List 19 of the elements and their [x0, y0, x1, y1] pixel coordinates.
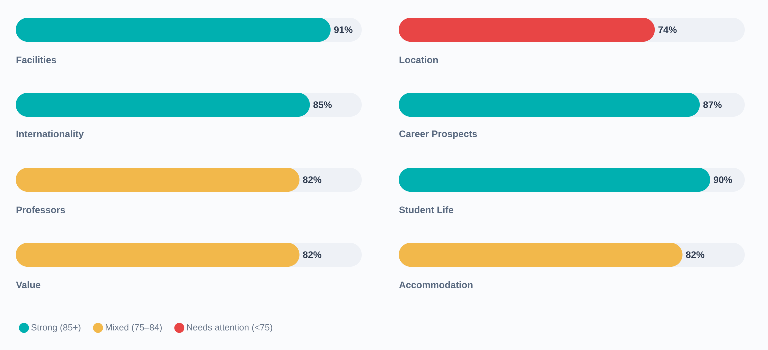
category-label: Accommodation	[399, 282, 473, 288]
legend-label: Mixed (75–84)	[106, 324, 162, 333]
data-label: 82%	[686, 252, 705, 258]
category-label: Career Prospects	[400, 130, 478, 140]
legend-label: Strong (85+)	[32, 324, 81, 333]
category-label: Location	[400, 56, 438, 64]
category-label: Value	[16, 282, 41, 288]
data-label: 74%	[658, 26, 677, 34]
data-label: 87%	[704, 102, 722, 108]
data-label: 82%	[303, 176, 322, 184]
category-label: Student Life	[399, 206, 454, 214]
data-label: 82%	[303, 252, 322, 258]
data-label: 85%	[314, 102, 332, 108]
category-label: Facilities	[16, 56, 56, 64]
category-label: Internationality	[16, 130, 84, 140]
legend-label: Needs attention (<75)	[187, 324, 272, 333]
data-label: 90%	[714, 176, 732, 184]
data-label: 91%	[334, 26, 353, 34]
category-label: Professors	[16, 206, 66, 214]
